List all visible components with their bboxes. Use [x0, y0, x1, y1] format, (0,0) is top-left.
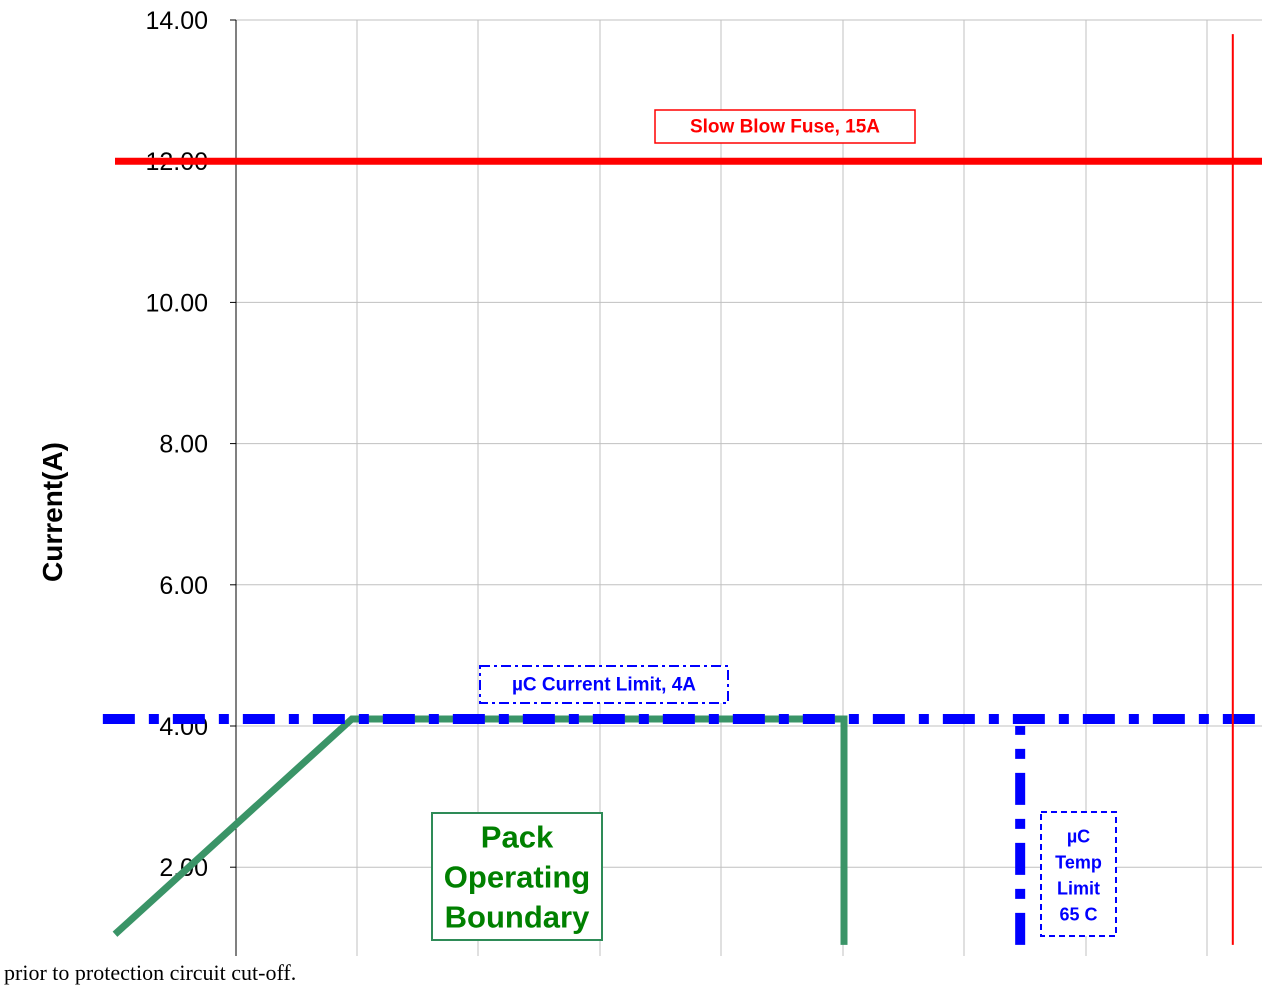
annotation-temp-text: Limit — [1057, 878, 1100, 898]
y-tick-label: 10.00 — [145, 289, 208, 317]
y-tick-label: 8.00 — [159, 431, 208, 459]
y-tick-label: 6.00 — [159, 572, 208, 600]
annotation-pack-text: Pack — [481, 820, 554, 855]
y-axis-label: Current(A) — [37, 442, 68, 582]
annotation-pack-box — [431, 812, 603, 941]
annotations: Slow Blow Fuse, 15A µC Current Limit, 4A P… — [431, 109, 1117, 941]
annotation-pack-text: Boundary — [445, 900, 590, 935]
caption-text: prior to protection circuit cut-off. — [4, 960, 297, 985]
annotation-fuse-box — [654, 109, 916, 144]
grid — [235, 19, 1262, 956]
annotation-temp-box — [1040, 811, 1117, 937]
annotation-fuse-text: Slow Blow Fuse, 15A — [690, 117, 880, 138]
y-tick-label: 14.00 — [145, 7, 208, 35]
annotation-temp-text: 65 C — [1059, 904, 1097, 924]
annotation-current-box — [479, 665, 729, 704]
series-lines — [102, 34, 1262, 945]
annotation-current-text: µC Current Limit, 4A — [512, 675, 696, 696]
annotation-pack-text: Operating — [444, 860, 590, 895]
annotation-temp-text: µC — [1067, 826, 1090, 846]
annotation-temp-text: Temp — [1055, 852, 1102, 872]
